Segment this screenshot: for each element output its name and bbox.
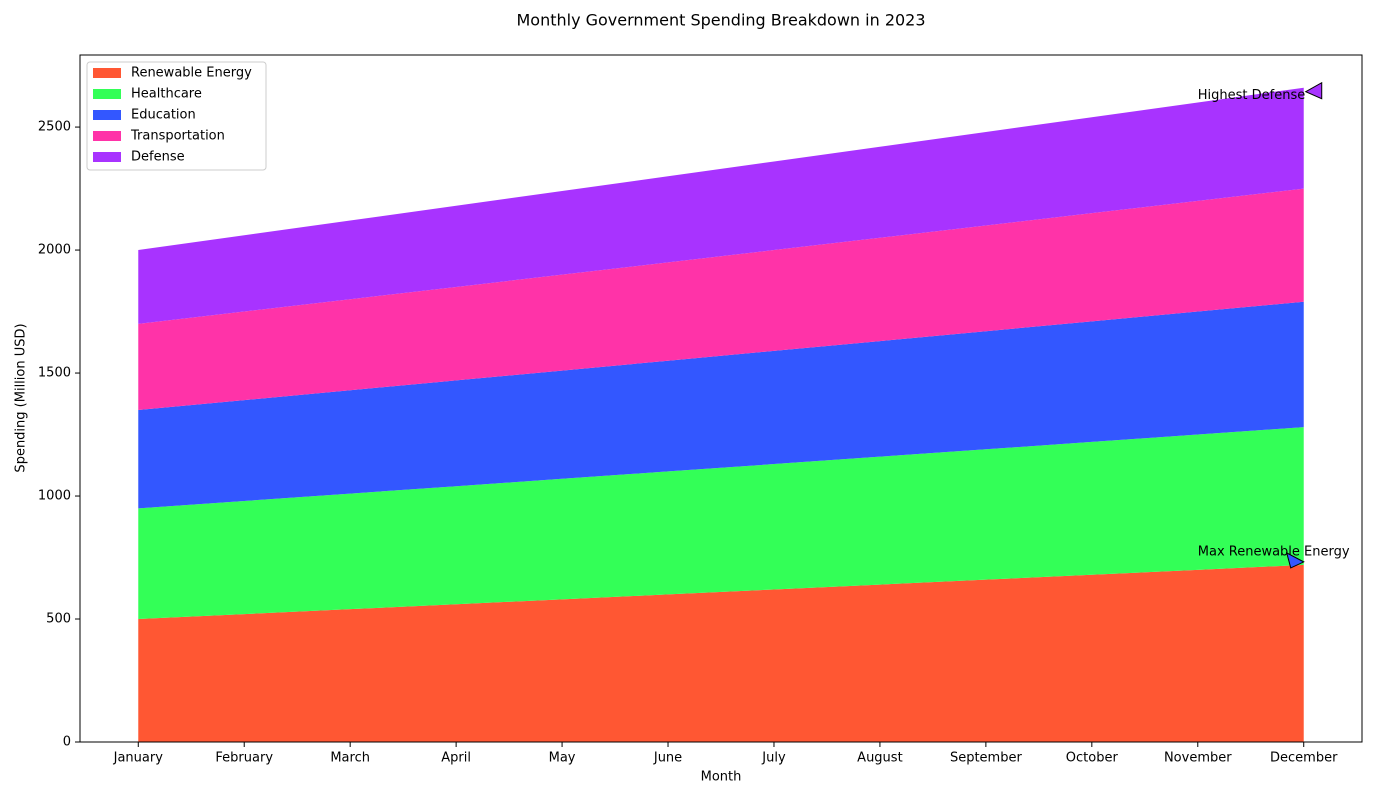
x-tick-label: August <box>857 751 903 766</box>
chart-title: Monthly Government Spending Breakdown in… <box>516 11 925 30</box>
x-tick-label: June <box>653 751 682 766</box>
annotation: Max Renewable Energy <box>1198 544 1350 559</box>
legend-label: Defense <box>131 150 185 165</box>
legend-label: Renewable Energy <box>131 66 252 81</box>
legend-swatch <box>93 131 121 141</box>
annotation-arrow <box>1285 551 1305 569</box>
plot-frame <box>79 54 1363 743</box>
x-tick-label: March <box>330 751 370 766</box>
area <box>138 87 1304 324</box>
legend-label: Healthcare <box>131 87 202 102</box>
x-tick-label: February <box>215 751 273 766</box>
annotation-arrow <box>1304 81 1323 100</box>
annotation: Highest Defense <box>1198 88 1305 103</box>
legend: Renewable Energy Healthcare Education Trans… <box>86 61 267 171</box>
area <box>138 427 1304 620</box>
x-tick-label: October <box>1066 751 1119 766</box>
x-axis-label: Month <box>701 770 742 785</box>
y-tick-label: 1500 <box>38 366 71 381</box>
legend-swatch <box>93 89 121 99</box>
area <box>138 188 1304 410</box>
legend-swatch <box>93 68 121 78</box>
area <box>138 301 1304 509</box>
y-tick-label: 2000 <box>38 243 71 258</box>
legend-label: Transportation <box>130 129 225 144</box>
y-tick-label: 2500 <box>38 120 71 135</box>
y-tick-label: 1000 <box>38 489 71 504</box>
legend-label: Education <box>131 108 196 123</box>
x-tick-label: May <box>549 751 576 766</box>
y-tick-label: 500 <box>46 612 71 627</box>
x-tick-label: January <box>113 751 164 766</box>
legend-box <box>86 61 267 171</box>
x-tick-label: December <box>1270 751 1338 766</box>
x-tick-label: September <box>950 751 1023 766</box>
legend-swatch <box>93 110 121 120</box>
x-tick-label: November <box>1164 751 1232 766</box>
area <box>138 564 1304 742</box>
y-axis-label: Spending (Million USD) <box>14 323 29 472</box>
x-tick-label: July <box>761 751 786 766</box>
y-tick-label: 0 <box>63 735 71 750</box>
x-tick-label: April <box>441 751 471 766</box>
legend-swatch <box>93 152 121 162</box>
